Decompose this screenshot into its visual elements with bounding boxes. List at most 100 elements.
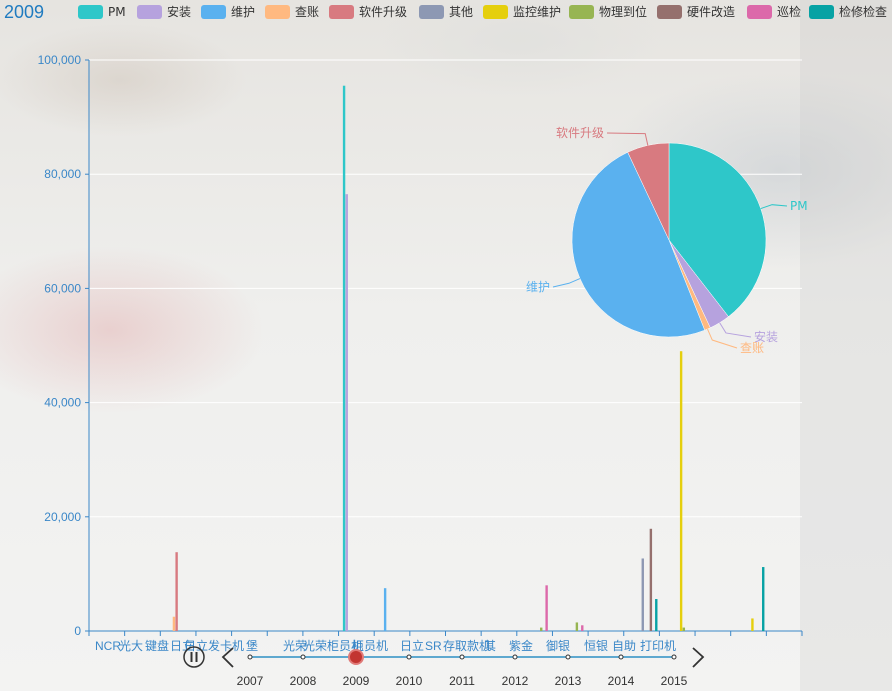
- timeline-year-label[interactable]: 2012: [502, 674, 529, 688]
- bar[interactable]: [172, 616, 176, 631]
- x-tick-label: 打印机: [640, 639, 676, 653]
- x-tick-label: 紫金: [509, 638, 533, 653]
- legend-label: 检修检查: [839, 4, 887, 19]
- legend-swatch: [78, 5, 103, 19]
- timeline-year-label[interactable]: 2009: [343, 674, 370, 688]
- pause-bar: [190, 652, 193, 662]
- pie-label: PM: [790, 199, 808, 213]
- x-tick-label: 恒银: [584, 639, 608, 653]
- legend-swatch: [747, 5, 772, 19]
- legend-label: PM: [108, 5, 126, 19]
- timeline[interactable]: 2007 2008 2009 2010 2011 2012 2013 2014 2015: [183, 646, 705, 688]
- pause-icon: [183, 646, 205, 668]
- x-tick-label: 自助: [612, 639, 636, 653]
- x-tick-label: 光荣柜员机: [303, 639, 363, 653]
- pie-label-line: [719, 322, 752, 338]
- play-pause-button[interactable]: [183, 646, 205, 668]
- timeline-year-label[interactable]: 2015: [661, 674, 688, 688]
- x-axis: NCR光大 键盘 日立日立发卡机堡光荣光荣柜员机柜员机 日立 SR 存取款机其 紫金 御银 恒银…: [88, 630, 803, 653]
- y-tick-label: 100,000: [38, 53, 82, 67]
- legend-item[interactable]: 软件升级: [329, 5, 407, 19]
- x-tick-label: 存取款机: [443, 639, 491, 653]
- legend-item[interactable]: 检修检查: [809, 4, 887, 19]
- legend-label: 物理到位: [599, 4, 647, 19]
- timeline-year-label[interactable]: 2008: [290, 674, 317, 688]
- chevron-left-icon[interactable]: [221, 647, 234, 668]
- bar[interactable]: [383, 588, 387, 631]
- legend-item[interactable]: PM: [78, 5, 126, 19]
- legend-item[interactable]: 其他: [419, 5, 473, 19]
- legend-swatch: [329, 5, 354, 19]
- y-tick-label: 80,000: [44, 167, 81, 181]
- legend-item[interactable]: 硬件改造: [657, 5, 735, 19]
- timeline-year-label[interactable]: 2007: [237, 674, 264, 688]
- bar[interactable]: [342, 85, 346, 631]
- timeline-dot[interactable]: [512, 654, 518, 660]
- bar[interactable]: [345, 194, 348, 631]
- chevron-right-icon[interactable]: [692, 647, 705, 668]
- pie-label: 维护: [526, 280, 550, 294]
- bar[interactable]: [641, 558, 644, 631]
- timeline-year-label[interactable]: 2014: [608, 674, 635, 688]
- pie-slice[interactable]: [571, 151, 706, 338]
- bar[interactable]: [655, 599, 658, 631]
- legend-label: 查账: [295, 5, 319, 19]
- legend-item[interactable]: 查账: [265, 5, 319, 19]
- y-tick-label: 60,000: [44, 281, 81, 295]
- pie-label-line: [707, 328, 738, 349]
- legend-item[interactable]: 安装: [137, 4, 191, 19]
- pie-label: 软件升级: [556, 126, 604, 140]
- legend-item[interactable]: 维护: [201, 5, 255, 19]
- pause-bar: [195, 652, 198, 662]
- x-tick-label: SR: [425, 639, 442, 653]
- timeline-dot[interactable]: [459, 654, 465, 660]
- timeline-dot[interactable]: [247, 654, 253, 660]
- legend-swatch: [137, 5, 162, 19]
- legend-label: 安装: [167, 4, 191, 19]
- x-tick-label: 堡: [246, 638, 258, 653]
- x-tick-label: NCR: [95, 639, 121, 653]
- bar[interactable]: [545, 585, 548, 631]
- legend-label: 维护: [231, 5, 255, 19]
- bar[interactable]: [540, 627, 543, 631]
- timeline-year-label[interactable]: 2011: [449, 674, 475, 688]
- pie-label-line: [606, 132, 649, 146]
- pie-slice[interactable]: [627, 142, 670, 241]
- bar[interactable]: [175, 552, 178, 631]
- background-panel: [800, 0, 892, 691]
- timeline-year-label[interactable]: 2010: [396, 674, 423, 688]
- bar[interactable]: [575, 622, 579, 631]
- pie-label-line: [552, 278, 581, 288]
- bar[interactable]: [679, 351, 683, 631]
- timeline-dot[interactable]: [618, 654, 624, 660]
- y-axis: 0 20,000 40,000 60,000 80,000 100,000: [38, 53, 90, 638]
- bar[interactable]: [649, 528, 653, 631]
- bar[interactable]: [751, 618, 754, 631]
- timeline-dot[interactable]: [565, 654, 571, 660]
- timeline-dot[interactable]: [300, 654, 306, 660]
- timeline-dot[interactable]: [406, 654, 412, 660]
- legend-item[interactable]: 巡检: [747, 4, 801, 19]
- legend-item[interactable]: 物理到位: [569, 4, 647, 19]
- legend-label: 软件升级: [359, 5, 407, 19]
- bar[interactable]: [682, 627, 686, 631]
- x-tick-label: 键盘: [145, 638, 169, 653]
- y-tick-label: 20,000: [44, 510, 81, 524]
- bar[interactable]: [762, 567, 765, 631]
- timeline-dot[interactable]: [671, 654, 677, 660]
- chart-title: 2009: [4, 2, 44, 22]
- legend-item[interactable]: 监控维护: [483, 5, 561, 19]
- x-tick-label: 日立: [400, 638, 424, 653]
- legend-swatch: [657, 5, 682, 19]
- legend-label: 巡检: [777, 4, 801, 19]
- legend-swatch: [809, 5, 834, 19]
- timeline-year-label[interactable]: 2013: [555, 674, 582, 688]
- bar[interactable]: [581, 625, 584, 631]
- legend-swatch: [419, 5, 444, 19]
- x-tick-label: 其: [484, 639, 496, 653]
- legend: PM 安装 维护 查账 软件升级 其他 监控维护 物理到位 硬件改造 巡检 检修检查: [78, 4, 887, 19]
- legend-swatch: [569, 5, 594, 19]
- timeline-current-marker[interactable]: [348, 649, 364, 665]
